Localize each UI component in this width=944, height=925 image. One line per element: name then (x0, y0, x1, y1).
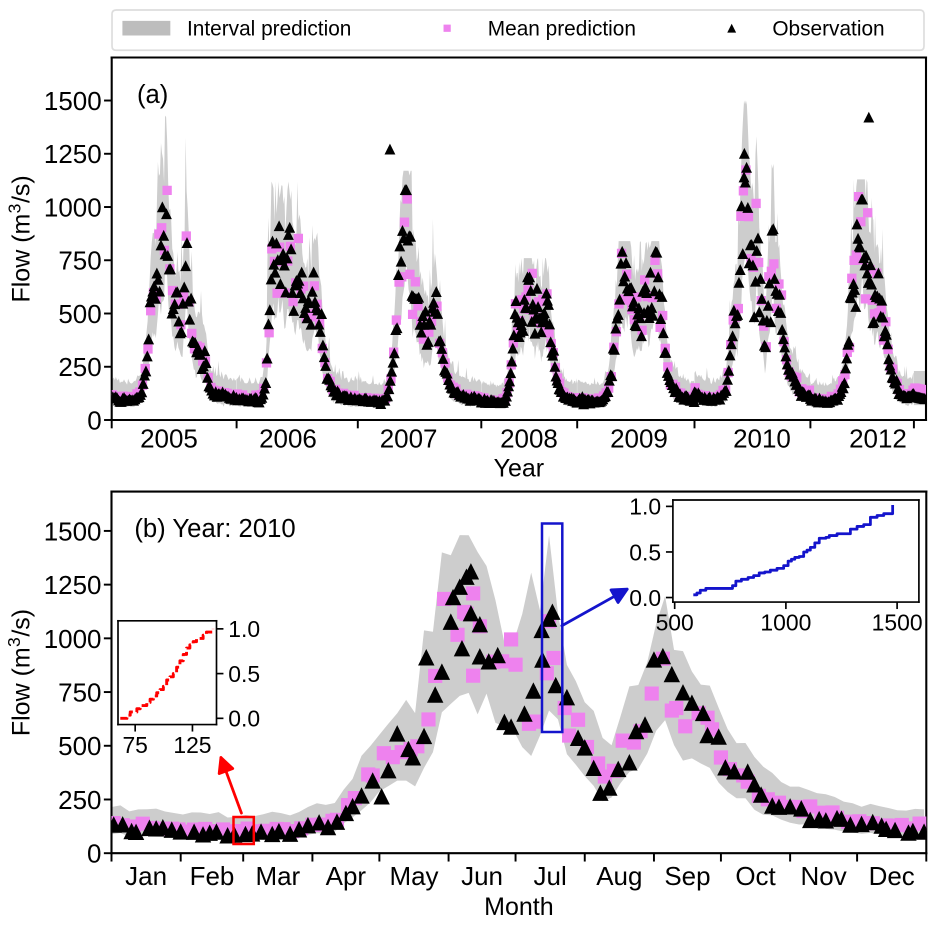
svg-text:2008: 2008 (500, 424, 558, 454)
svg-text:1000: 1000 (44, 192, 102, 222)
svg-text:Jun: Jun (461, 861, 503, 891)
svg-text:1250: 1250 (44, 570, 102, 600)
svg-text:2012: 2012 (849, 424, 907, 454)
svg-text:750: 750 (58, 677, 101, 707)
svg-text:125: 125 (173, 732, 211, 758)
svg-text:0.0: 0.0 (629, 585, 661, 611)
svg-text:2006: 2006 (259, 424, 317, 454)
svg-text:Apr: Apr (326, 861, 367, 891)
svg-text:500: 500 (656, 610, 694, 636)
svg-text:0: 0 (87, 839, 101, 869)
svg-text:1.0: 1.0 (228, 616, 260, 642)
svg-text:1000: 1000 (44, 624, 102, 654)
svg-text:0.5: 0.5 (228, 661, 260, 687)
svg-text:Feb: Feb (190, 861, 235, 891)
svg-text:1500: 1500 (44, 86, 102, 116)
svg-text:Jan: Jan (125, 861, 167, 891)
svg-text:500: 500 (58, 731, 101, 761)
svg-text:Mean prediction: Mean prediction (488, 18, 636, 41)
svg-text:2007: 2007 (380, 424, 438, 454)
svg-text:250: 250 (58, 352, 101, 382)
svg-text:Year: Year (494, 455, 545, 483)
svg-text:(b) Year: 2010: (b) Year: 2010 (134, 515, 295, 543)
svg-text:Oct: Oct (735, 861, 776, 891)
svg-text:500: 500 (58, 299, 101, 329)
svg-text:1250: 1250 (44, 139, 102, 169)
svg-text:(a): (a) (137, 81, 168, 109)
svg-text:0.5: 0.5 (629, 539, 661, 565)
svg-text:Aug: Aug (596, 861, 642, 891)
svg-text:75: 75 (122, 732, 147, 758)
svg-text:2009: 2009 (610, 424, 668, 454)
svg-text:1.0: 1.0 (629, 494, 661, 520)
svg-text:Dec: Dec (869, 861, 915, 891)
svg-text:250: 250 (58, 785, 101, 815)
svg-text:Month: Month (484, 893, 553, 921)
svg-text:Nov: Nov (801, 861, 847, 891)
svg-text:1500: 1500 (872, 610, 923, 636)
svg-text:1500: 1500 (44, 516, 102, 546)
svg-text:May: May (389, 861, 438, 891)
svg-text:1000: 1000 (760, 610, 811, 636)
svg-text:Observation: Observation (772, 18, 913, 41)
svg-text:F l o w: F l o w ( m / s ) 3 (4, 603, 35, 736)
svg-text:0.0: 0.0 (228, 706, 260, 732)
svg-text:F l o w: F l o w ( m / s ) 3 (4, 169, 35, 302)
svg-text:2005: 2005 (140, 424, 198, 454)
svg-text:Jul: Jul (534, 861, 567, 891)
svg-text:750: 750 (58, 246, 101, 276)
svg-text:2010: 2010 (733, 424, 791, 454)
svg-text:Mar: Mar (255, 861, 300, 891)
svg-text:Interval prediction: Interval prediction (187, 18, 351, 41)
svg-text:Sep: Sep (664, 861, 710, 891)
svg-text:0: 0 (87, 405, 101, 435)
